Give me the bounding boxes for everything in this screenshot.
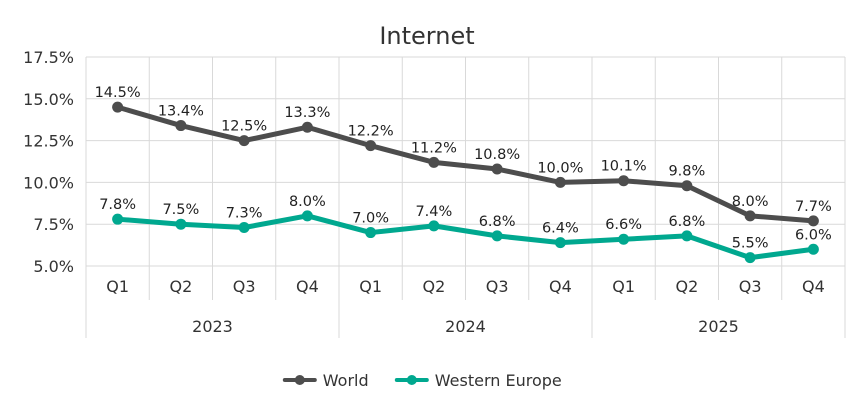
data-point: [807, 215, 819, 227]
x-tick-label: Q2: [169, 277, 192, 296]
data-label: 10.8%: [474, 147, 520, 163]
x-tick-label: Q3: [486, 277, 509, 296]
x-tick-label: Q2: [422, 277, 445, 296]
series: [112, 101, 819, 264]
data-label: 6.4%: [542, 221, 579, 237]
y-tick-label: 10.0%: [23, 173, 74, 192]
legend: World Western Europe: [282, 371, 562, 390]
x-tick-label: Q3: [739, 277, 762, 296]
data-point: [112, 213, 124, 225]
y-tick-label: 12.5%: [23, 132, 74, 151]
data-point: [112, 101, 124, 113]
y-tick-label: 15.0%: [23, 90, 74, 109]
data-point: [491, 163, 503, 175]
grid: [85, 56, 846, 267]
data-label: 7.8%: [99, 197, 136, 213]
data-point: [175, 120, 187, 132]
data-label: 7.7%: [795, 199, 832, 215]
x-tick-label: Q1: [106, 277, 129, 296]
data-label: 7.0%: [352, 211, 389, 227]
x-tick-label: Q1: [612, 277, 635, 296]
data-label: 12.5%: [221, 119, 267, 135]
data-point: [238, 135, 250, 147]
data-label: 6.8%: [668, 214, 705, 230]
axes: 5.0% 7.5% 10.0% 12.5% 15.0% 17.5% Q1 Q2 Q3 Q4 Q1 Q2…: [23, 48, 846, 338]
data-point: [681, 180, 693, 192]
data-point: [744, 252, 756, 264]
data-label: 10.1%: [601, 159, 647, 175]
data-label: 6.0%: [795, 227, 832, 243]
data-label: 10.0%: [537, 160, 583, 176]
data-point: [238, 222, 250, 234]
data-label: 7.5%: [162, 202, 199, 218]
legend-marker: [294, 375, 305, 385]
x-tick-label: Q1: [359, 277, 382, 296]
data-point: [554, 176, 566, 188]
data-label: 13.3%: [284, 105, 330, 121]
data-point: [681, 230, 693, 242]
group-label: 2024: [445, 317, 486, 336]
group-label: 2023: [192, 317, 233, 336]
data-point: [365, 140, 377, 152]
group-label: 2025: [698, 317, 739, 336]
data-point: [554, 237, 566, 249]
data-point: [301, 210, 313, 222]
data-point: [365, 227, 377, 239]
data-point: [301, 121, 313, 133]
y-tick-label: 17.5%: [23, 48, 74, 67]
x-tick-label: Q2: [675, 277, 698, 296]
chart-title: Internet: [379, 22, 474, 50]
data-label: 14.5%: [95, 85, 141, 101]
data-label: 8.0%: [732, 194, 769, 210]
data-label: 7.3%: [226, 206, 263, 222]
y-tick-label: 5.0%: [33, 257, 74, 276]
data-label: 6.8%: [479, 214, 516, 230]
series-line-world: [115, 104, 816, 224]
data-labels: 14.5% 13.4% 12.5% 13.3% 12.2% 11.2% 10.8% 10.0%…: [95, 85, 832, 251]
legend-marker: [406, 375, 417, 385]
data-point: [618, 233, 630, 245]
x-tick-label: Q3: [233, 277, 256, 296]
y-tick-label: 7.5%: [33, 215, 74, 234]
x-tick-label: Q4: [802, 277, 825, 296]
data-label: 5.5%: [732, 236, 769, 252]
data-point: [428, 156, 440, 168]
data-label: 6.6%: [605, 217, 642, 233]
x-tick-label: Q4: [549, 277, 572, 296]
data-point: [807, 243, 819, 255]
data-label: 8.0%: [289, 194, 326, 210]
data-point: [175, 218, 187, 230]
legend-label: Western Europe: [435, 371, 562, 390]
data-label: 12.2%: [348, 124, 394, 140]
x-tick-label: Q4: [296, 277, 319, 296]
data-point: [428, 220, 440, 232]
legend-label: World: [323, 371, 369, 390]
data-label: 11.2%: [411, 140, 457, 156]
data-point: [744, 210, 756, 222]
series-line-western-europe: [115, 213, 816, 261]
data-label: 9.8%: [668, 164, 705, 180]
data-label: 13.4%: [158, 104, 204, 120]
data-point: [491, 230, 503, 242]
data-label: 7.4%: [415, 204, 452, 220]
data-point: [618, 175, 630, 187]
